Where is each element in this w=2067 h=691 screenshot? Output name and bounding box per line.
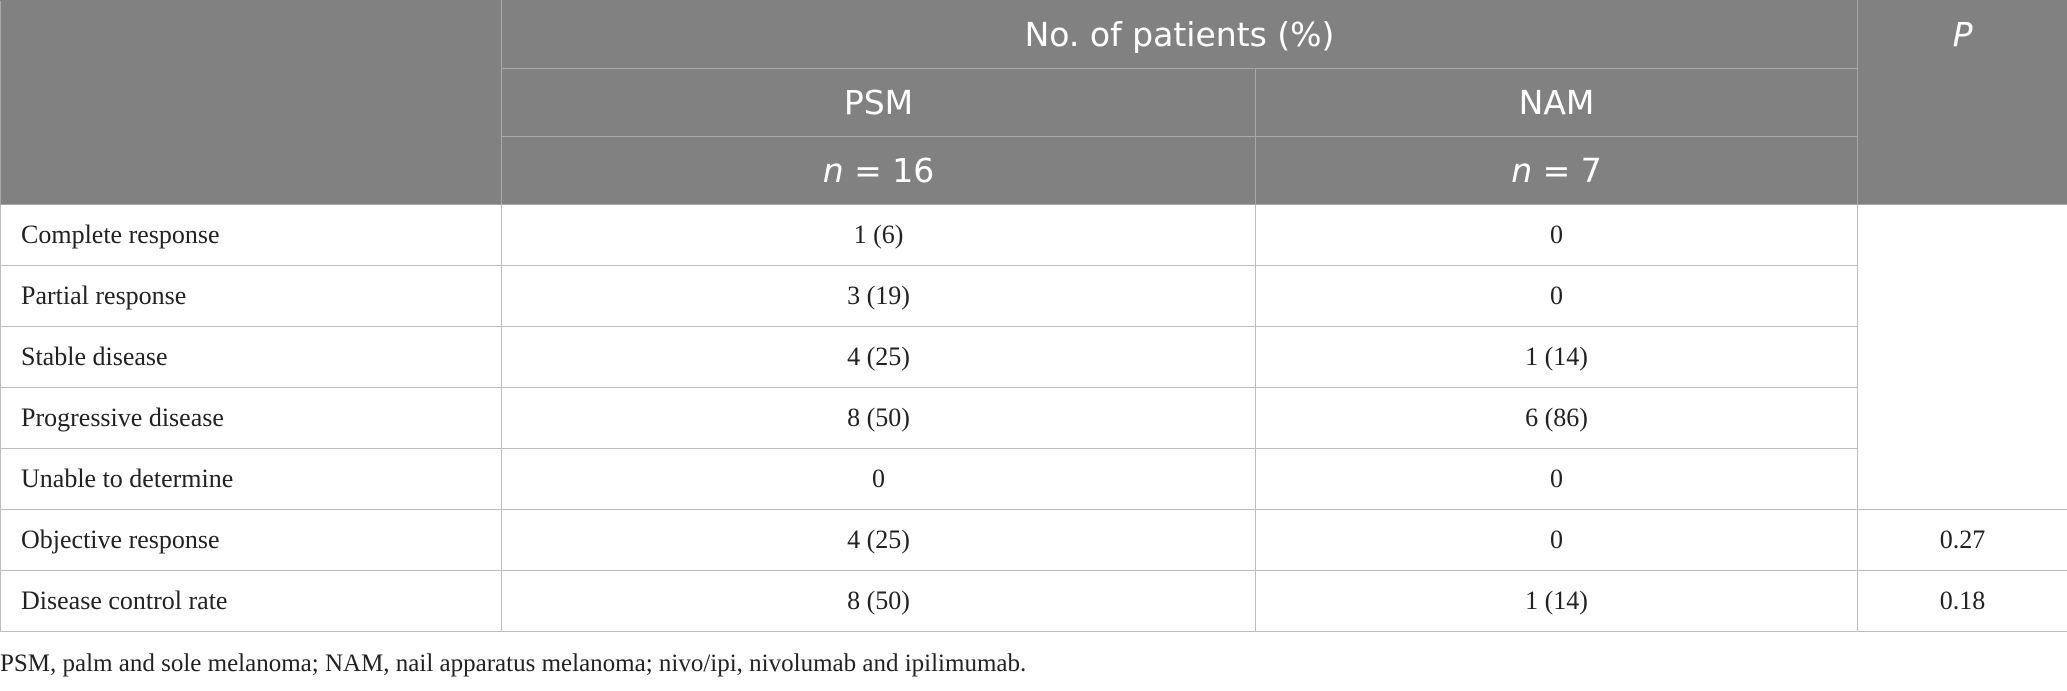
table-row: Stable disease 4 (25) 1 (14)	[0, 326, 2067, 388]
table-row: Progressive disease 8 (50) 6 (86)	[0, 387, 2067, 449]
psm-value: 8 (50)	[501, 570, 1256, 632]
response-table: No. of patients (%) P PSM NAM n = 16 n =…	[0, 0, 2067, 632]
table-header: No. of patients (%) P PSM NAM n = 16 n =…	[0, 0, 2067, 205]
row-label: Progressive disease	[0, 387, 502, 449]
nam-value: 0	[1254, 509, 1859, 571]
nam-value: 1 (14)	[1254, 570, 1859, 632]
p-value: 0.27	[1857, 509, 2067, 571]
table-footnote: PSM, palm and sole melanoma; NAM, nail a…	[0, 650, 1027, 677]
header-nam: NAM	[1254, 68, 1859, 137]
table-row: Complete response 1 (6) 0	[0, 204, 2067, 510]
table-row: Unable to determine 0 0	[0, 448, 2067, 510]
row-label: Partial response	[0, 265, 502, 327]
psm-value: 0	[501, 448, 1256, 510]
table-row: Disease control rate 8 (50) 1 (14) 0.18	[0, 570, 2067, 632]
nam-value: 0	[1254, 448, 1859, 510]
psm-value: 8 (50)	[501, 387, 1256, 449]
row-label: Objective response	[0, 509, 502, 571]
nam-n-var: n	[1511, 151, 1533, 190]
table-body: Complete response 1 (6) 0 Partial respon…	[0, 204, 2067, 632]
psm-value: 4 (25)	[501, 509, 1256, 571]
header-blank-cell	[0, 0, 502, 205]
header-psm: PSM	[501, 68, 1256, 137]
table-row: Objective response 4 (25) 0 0.27	[0, 509, 2067, 571]
header-group-label: No. of patients (%)	[500, 0, 1859, 69]
row-label: Complete response	[0, 204, 502, 266]
p-value-blank	[1857, 204, 2067, 510]
psm-n-var: n	[822, 151, 844, 190]
p-value: 0.18	[1857, 570, 2067, 632]
table-row: Partial response 3 (19) 0	[0, 265, 2067, 327]
nam-value: 1 (14)	[1254, 326, 1859, 388]
psm-value: 3 (19)	[501, 265, 1256, 327]
psm-n-value: = 16	[854, 151, 935, 190]
header-p-label: P	[1857, 0, 2067, 205]
nam-value: 6 (86)	[1254, 387, 1859, 449]
row-label: Disease control rate	[0, 570, 502, 632]
nam-n-value: = 7	[1542, 151, 1602, 190]
p-label-text: P	[1952, 15, 1973, 54]
row-label: Unable to determine	[0, 448, 502, 510]
results-table: No. of patients (%) P PSM NAM n = 16 n =…	[0, 0, 2067, 632]
nam-value: 0	[1254, 265, 1859, 327]
header-nam-n: n = 7	[1254, 136, 1859, 205]
header-psm-n: n = 16	[501, 136, 1256, 205]
psm-value: 4 (25)	[501, 326, 1256, 388]
nam-value: 0	[1254, 204, 1859, 266]
psm-value: 1 (6)	[501, 204, 1256, 266]
row-label: Stable disease	[0, 326, 502, 388]
